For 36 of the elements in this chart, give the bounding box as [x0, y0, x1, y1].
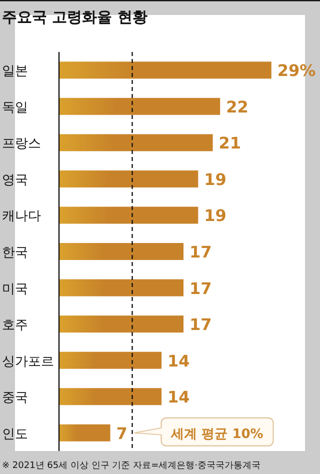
text: ※ 2021년 65세 이상 인구 기준 자료=세계은행·중국국가통계국	[2, 461, 260, 471]
bar	[59, 316, 184, 333]
y-tick-label: 인도	[2, 426, 28, 442]
bar	[59, 424, 110, 442]
y-tick-label: 한국	[2, 246, 28, 260]
bar	[59, 62, 272, 79]
y-tick-label: 미국	[2, 282, 28, 297]
bar	[59, 98, 220, 115]
data-label: 29%	[277, 61, 316, 80]
ref-line-label: 세계 평균 10%	[170, 426, 264, 442]
bar	[59, 352, 162, 369]
y-tick-label: 독일	[2, 100, 28, 116]
y-tick-label: 일본	[2, 64, 28, 80]
y-tick-label: 싱가포르	[2, 354, 54, 370]
y-tick-label: 캐나다	[2, 209, 41, 224]
data-label: 17	[190, 278, 212, 298]
bar	[59, 170, 198, 188]
bar	[59, 206, 198, 224]
data-label: 22	[226, 97, 248, 116]
y-tick-label: 중국	[2, 390, 28, 406]
y-tick-label: 영국	[2, 172, 28, 188]
y-tick-label: 프랑스	[2, 136, 41, 152]
data-label: 19	[204, 206, 226, 226]
data-label: 17	[190, 242, 212, 262]
data-label: 14	[168, 388, 190, 407]
data-label: 7	[116, 424, 128, 443]
data-label: 14	[168, 351, 190, 370]
bar	[59, 388, 162, 406]
y-tick-label: 호주	[2, 318, 28, 334]
bar	[59, 134, 213, 152]
data-label: 19	[204, 170, 226, 189]
bar	[59, 243, 184, 260]
bar	[59, 279, 184, 296]
data-label: 21	[218, 134, 242, 153]
chart-title: 주요국 고령화율 현황	[2, 8, 148, 26]
data-label: 17	[190, 315, 212, 334]
